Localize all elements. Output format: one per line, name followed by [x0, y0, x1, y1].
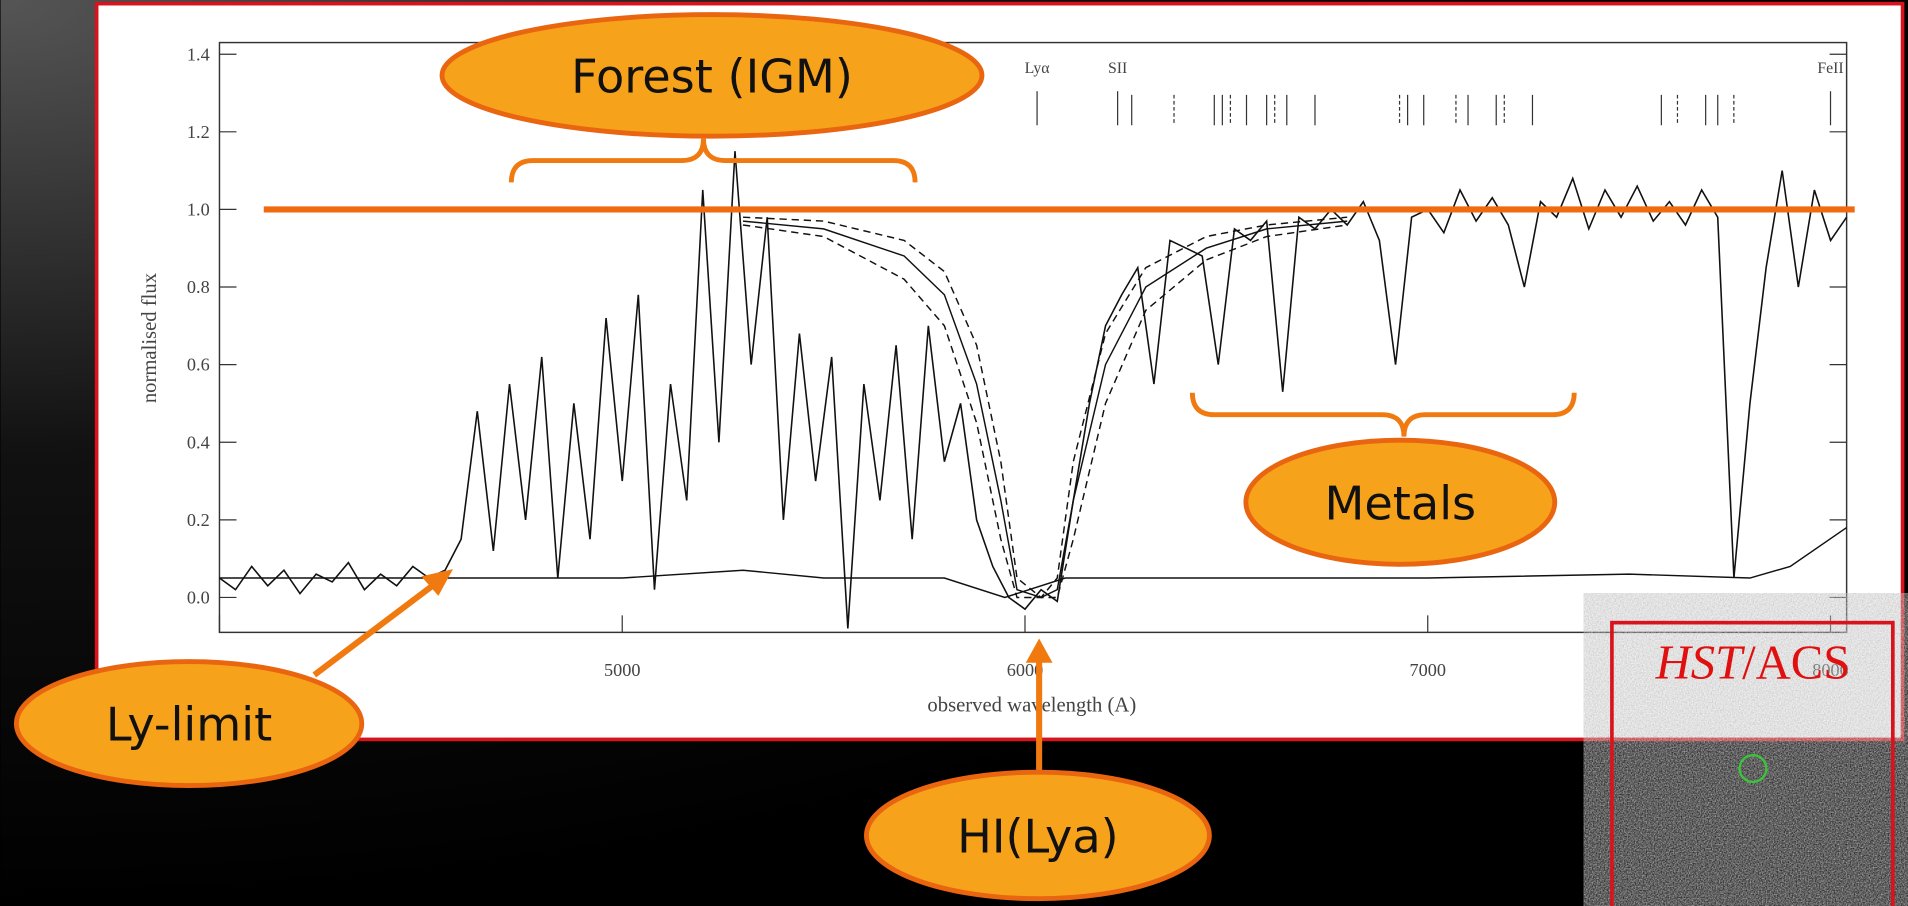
y-tick-label: 0.4: [187, 432, 210, 452]
callout-text: Ly-limit: [106, 698, 272, 752]
callout-text: HI(Lya): [957, 809, 1119, 863]
x-axis-label: observed wavelength (A): [927, 694, 1136, 716]
y-tick-label: 1.2: [187, 122, 210, 142]
inset-label-italic: HST: [1655, 636, 1745, 690]
y-tick-label: 0.8: [187, 277, 210, 297]
callout-text: Forest (IGM): [571, 49, 853, 103]
inset-label-rest: /ACS: [1742, 636, 1850, 690]
y-tick-label: 1.0: [187, 199, 210, 219]
inset-label: HST/ACS: [1655, 636, 1851, 690]
y-tick-label: 0.6: [187, 355, 210, 375]
y-axis-label: normalised flux: [139, 272, 161, 403]
line-id-label: Lyα: [1025, 60, 1050, 77]
y-tick-label: 1.4: [187, 44, 210, 64]
y-tick-label: 0.0: [187, 588, 210, 608]
callout-text: Metals: [1324, 476, 1476, 530]
y-tick-label: 0.2: [187, 510, 210, 530]
line-id-label: SII: [1108, 60, 1127, 77]
slide: 0.00.20.40.60.81.01.21.44000500060007000…: [0, 0, 1908, 906]
x-tick-label: 7000: [1410, 660, 1446, 680]
x-tick-label: 5000: [604, 660, 640, 680]
line-id-label: FeII: [1817, 60, 1843, 77]
